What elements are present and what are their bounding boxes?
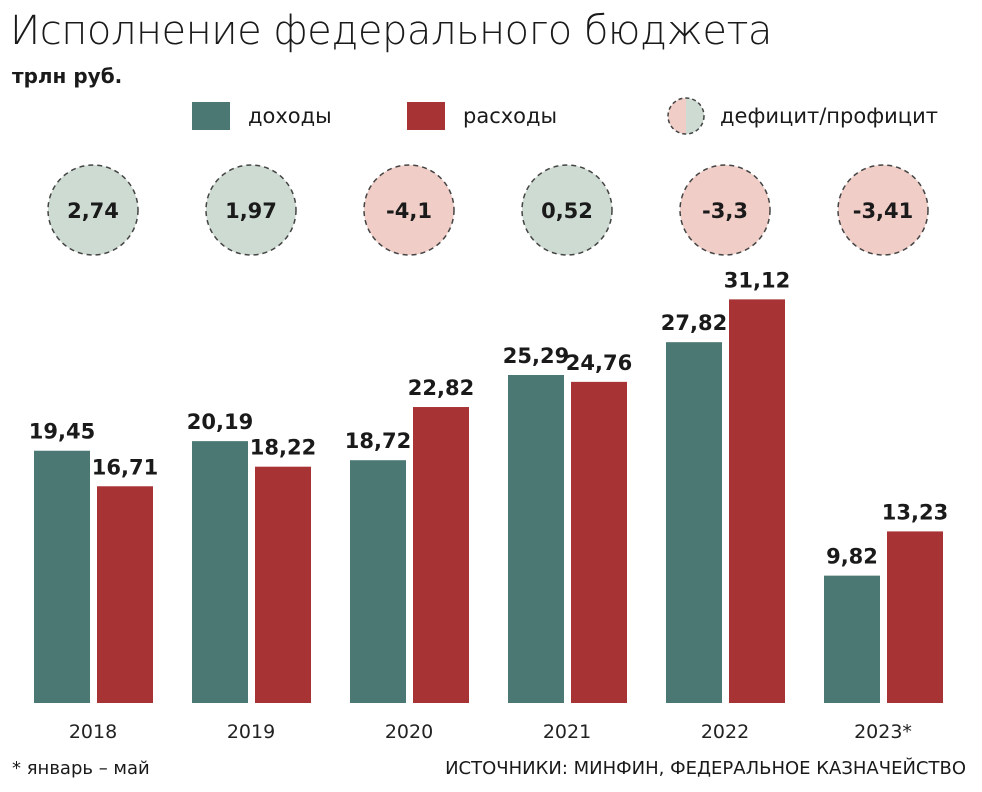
balance-label: 2,74: [67, 199, 119, 223]
balance-label: 0,52: [541, 199, 593, 223]
legend-balance-icon: [667, 97, 705, 135]
balance-circle: [47, 164, 139, 256]
balance-label: -3,41: [853, 199, 914, 223]
data-label: 31,12: [724, 268, 790, 292]
footnote: * январь – май: [12, 758, 150, 779]
bar-income: [192, 441, 248, 703]
balance-circle: [363, 164, 455, 256]
data-label: 18,72: [345, 429, 411, 453]
data-label: 25,29: [503, 344, 569, 368]
data-label: 13,23: [882, 500, 948, 524]
data-label: 16,71: [92, 455, 158, 479]
legend-label: дефицит/профицит: [720, 104, 938, 128]
unit-label: трлн руб.: [12, 64, 123, 88]
balance-label: -3,3: [702, 199, 748, 223]
legend-income: доходы: [192, 102, 332, 130]
balance-label: 1,97: [225, 199, 277, 223]
chart-title: Исполнение федерального бюджета: [10, 8, 772, 54]
bar-expense: [255, 466, 311, 703]
bar-expense: [571, 381, 627, 703]
legend-swatch: [407, 102, 445, 130]
balance-circle: [837, 164, 929, 256]
source-note: ИСТОЧНИКИ: МИНФИН, ФЕДЕРАЛЬНОЕ КАЗНАЧЕЙС…: [445, 758, 966, 779]
bar-income: [350, 460, 406, 703]
legend-balance: дефицит/профицит: [666, 96, 938, 136]
data-label: 20,19: [187, 410, 253, 434]
data-label: 22,82: [408, 376, 474, 400]
x-tick-label: 2023*: [854, 721, 912, 743]
balance-circle: [205, 164, 297, 256]
bar-income: [666, 342, 722, 703]
legend-label: доходы: [248, 104, 332, 128]
legend-label: расходы: [463, 104, 558, 128]
bar-expense: [887, 531, 943, 703]
data-label: 9,82: [826, 545, 878, 569]
balance-circle: [521, 164, 613, 256]
x-tick-label: 2019: [227, 721, 275, 743]
legend-expense: расходы: [407, 102, 557, 130]
bar-expense: [97, 486, 153, 703]
bar-income: [824, 575, 880, 703]
bar-income: [34, 450, 90, 703]
bar-expense: [729, 299, 785, 703]
x-tick-label: 2018: [69, 721, 117, 743]
data-label: 19,45: [29, 420, 95, 444]
x-tick-label: 2020: [385, 721, 433, 743]
balance-circle: [679, 164, 771, 256]
x-tick-label: 2021: [543, 721, 591, 743]
bar-expense: [413, 407, 469, 703]
balance-label: -4,1: [386, 199, 432, 223]
x-tick-label: 2022: [701, 721, 749, 743]
data-label: 24,76: [566, 351, 632, 375]
data-label: 18,22: [250, 436, 316, 460]
legend-swatch: [192, 102, 230, 130]
data-label: 27,82: [661, 311, 727, 335]
bar-income: [508, 374, 564, 703]
